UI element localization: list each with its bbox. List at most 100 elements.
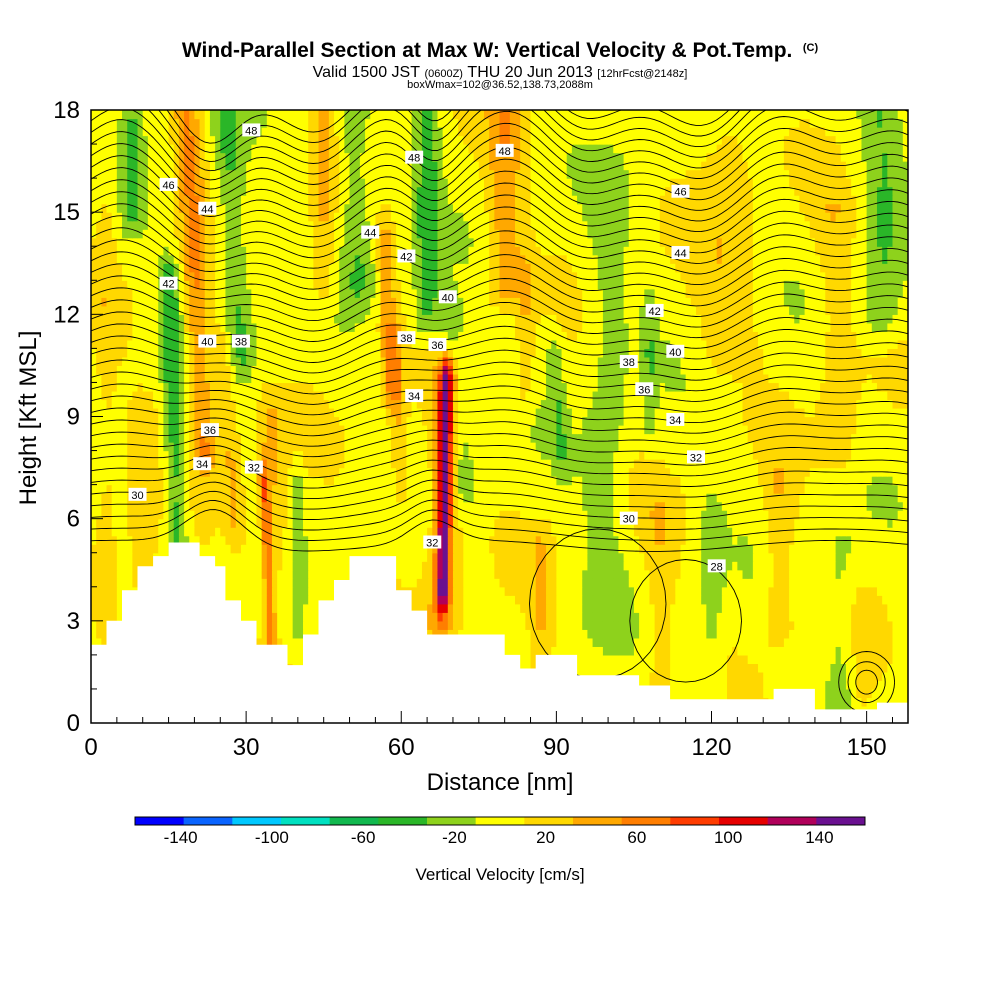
w-cell <box>566 484 573 494</box>
w-cell <box>561 595 568 605</box>
w-cell <box>871 646 878 656</box>
w-cell <box>447 484 454 494</box>
w-cell <box>773 493 780 503</box>
w-cell <box>587 620 594 630</box>
w-cell <box>633 663 640 673</box>
w-cell <box>240 595 247 605</box>
w-cell <box>566 459 573 469</box>
w-cell <box>551 459 557 469</box>
w-cell <box>582 467 588 477</box>
w-cell <box>194 450 201 460</box>
w-cell <box>737 476 744 486</box>
w-cell <box>871 535 878 545</box>
w-cell <box>577 612 583 622</box>
w-cell <box>758 680 764 690</box>
w-cell <box>773 620 780 630</box>
w-cell <box>814 688 821 699</box>
w-cell <box>711 663 718 673</box>
w-cell <box>339 544 345 554</box>
w-cell <box>768 518 775 528</box>
w-cell <box>825 459 832 469</box>
w-cell <box>458 476 464 486</box>
w-cell <box>561 569 568 579</box>
w-cell <box>184 476 190 486</box>
w-cell <box>587 561 594 571</box>
w-cell <box>664 552 671 562</box>
w-cell <box>639 680 645 690</box>
w-cell <box>246 595 252 605</box>
w-cell <box>897 467 904 477</box>
w-cell <box>861 620 868 630</box>
w-cell <box>571 467 578 477</box>
w-cell <box>763 595 769 605</box>
w-cell <box>416 493 423 503</box>
w-cell <box>845 510 852 520</box>
w-cell <box>835 459 842 469</box>
w-cell <box>763 510 769 520</box>
w-cell <box>882 476 888 486</box>
w-cell <box>406 569 413 579</box>
w-cell <box>592 586 599 596</box>
w-cell <box>876 637 883 647</box>
w-cell <box>597 620 604 630</box>
w-cell <box>695 680 702 690</box>
w-cell <box>845 527 852 537</box>
w-cell <box>308 527 314 537</box>
w-cell <box>623 561 630 571</box>
w-cell <box>721 612 728 622</box>
w-cell <box>535 501 542 511</box>
w-cell <box>416 544 423 554</box>
w-cell <box>489 493 495 503</box>
w-cell <box>882 586 888 596</box>
w-cell <box>452 586 459 596</box>
w-cell <box>887 612 894 622</box>
w-cell <box>587 569 594 579</box>
w-cell <box>592 493 599 503</box>
w-cell <box>851 680 857 690</box>
w-cell <box>308 586 314 596</box>
w-cell <box>592 663 599 673</box>
w-cell <box>458 493 464 503</box>
w-cell <box>597 586 604 596</box>
w-cell <box>271 552 278 562</box>
w-cell <box>695 688 702 699</box>
w-cell <box>106 561 113 571</box>
w-cell <box>375 493 382 503</box>
w-cell <box>209 535 216 545</box>
w-cell <box>856 629 863 639</box>
w-cell <box>592 459 599 469</box>
w-cell <box>809 671 816 682</box>
w-cell <box>582 476 588 486</box>
w-cell <box>783 510 790 520</box>
w-cell <box>375 484 382 494</box>
w-cell <box>582 561 588 571</box>
w-cell <box>437 578 444 588</box>
w-cell <box>732 595 738 605</box>
w-cell <box>830 654 837 664</box>
w-cell <box>323 501 330 511</box>
w-cell <box>334 552 340 562</box>
w-cell <box>551 535 557 545</box>
w-cell <box>664 603 671 613</box>
w-cell <box>680 663 687 673</box>
w-cell <box>794 527 801 537</box>
w-cell <box>359 493 366 503</box>
w-cell <box>758 671 764 682</box>
w-cell <box>396 518 402 528</box>
w-cell <box>225 459 232 469</box>
w-cell <box>721 603 728 613</box>
w-cell <box>778 501 785 511</box>
w-cell <box>618 569 625 579</box>
w-cell <box>478 518 485 528</box>
w-cell <box>401 501 408 511</box>
w-cell <box>246 552 252 562</box>
w-cell <box>747 637 754 647</box>
w-cell <box>602 535 609 545</box>
w-cell <box>463 561 470 571</box>
w-cell <box>401 544 408 554</box>
w-cell <box>882 646 888 656</box>
w-cell <box>122 527 128 537</box>
w-cell <box>251 484 258 494</box>
w-cell <box>209 544 216 554</box>
w-cell <box>390 476 397 486</box>
